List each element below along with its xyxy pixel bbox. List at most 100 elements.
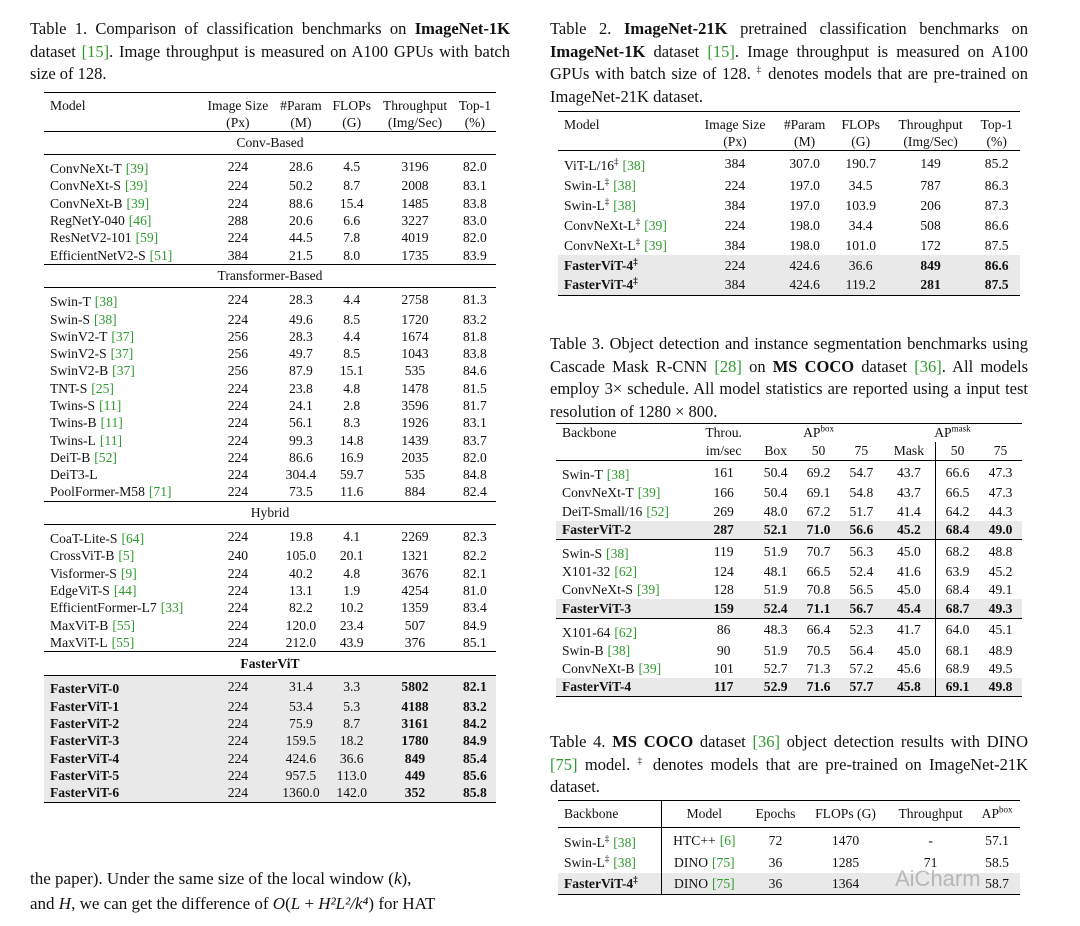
cell: 535 <box>404 467 426 483</box>
cell: 117 <box>693 678 755 698</box>
header-cell: Model <box>558 111 695 133</box>
cell: 18.2 <box>327 732 377 750</box>
header-text: Model <box>50 97 86 113</box>
table-row: CrossViT-B [5] 240 105.0 20.1 1321 82.2 <box>44 548 496 565</box>
superscript: ‡ <box>756 64 763 75</box>
cell: 66.6 <box>935 460 980 485</box>
cell: 71.3 <box>806 661 831 677</box>
cell: 41.7 <box>882 617 936 642</box>
cell: 68.4 <box>935 581 980 600</box>
name: ConvNeXt-T <box>562 485 634 501</box>
citation: [44] <box>113 582 137 598</box>
cell: 224 <box>201 784 275 803</box>
superscript: ‡ <box>604 196 610 207</box>
cell: 70.7 <box>797 538 840 563</box>
header-cell: Throu. <box>693 423 755 442</box>
cell: 49.3 <box>979 599 1022 618</box>
cell: 8.0 <box>343 247 361 263</box>
cell: 4.1 <box>343 528 361 544</box>
header-text: Image Size <box>207 97 269 113</box>
cell: 224 <box>227 398 249 413</box>
cell: 149 <box>887 149 974 176</box>
citation: [38] <box>606 546 629 562</box>
cell: DINO [75] <box>660 873 747 895</box>
citation: [38] <box>613 835 636 851</box>
cell: 50.4 <box>763 485 788 501</box>
text: . Image throughput is measured on A100 G… <box>550 41 1028 84</box>
citation: [38] <box>622 158 646 174</box>
cell: 224 <box>227 582 249 598</box>
cell: CoaT-Lite-S [64] <box>44 525 201 548</box>
caption: Table 2. ImageNet-21K pretrained classif… <box>550 18 1028 108</box>
header-text: Box <box>764 443 788 459</box>
cell: 45.2 <box>988 564 1013 580</box>
citation: [37] <box>112 363 135 379</box>
cell: 81.3 <box>462 291 487 307</box>
caption: Table 3. Object detection and instance s… <box>550 333 1028 423</box>
cell: 224 <box>227 634 249 650</box>
name: ConvNeXt-L <box>564 237 636 253</box>
cell: 206 <box>920 197 941 213</box>
citation: [71] <box>148 484 172 500</box>
name: MaxViT-L <box>50 634 108 650</box>
cell: 68.9 <box>935 659 980 679</box>
cell: 52.4 <box>754 599 798 618</box>
cell: 86.6 <box>973 255 1020 276</box>
header-cell: Throughput <box>376 92 454 114</box>
cell: 20.6 <box>289 213 313 229</box>
header-text: #Param <box>280 97 322 113</box>
table-row: SwinV2-B [37] 256 87.9 15.1 535 84.6 <box>44 363 496 380</box>
cell: 224 <box>227 565 249 581</box>
cell: 535 <box>404 363 426 379</box>
name: ConvNeXt-S <box>50 178 121 194</box>
table-wrap: Backbone Throu. APbox APmask im/sec Box 50 75 Ma… <box>556 423 1022 698</box>
table-row: FasterViT-4 117 52.9 71.6 57.7 45.8 69.1 49.8 <box>556 678 1022 698</box>
cell: 384 <box>227 247 249 263</box>
citation: [39] <box>644 217 667 233</box>
cell: 83.8 <box>462 195 487 211</box>
cell: 507 <box>404 617 426 633</box>
cell: 84.6 <box>462 363 487 379</box>
caption: Table 4. MS COCO dataset [36] object det… <box>550 731 1028 799</box>
name: ConvNeXt-T <box>50 161 122 177</box>
cell: 57.2 <box>849 661 874 677</box>
cell: 87.9 <box>289 363 313 379</box>
cell: 1470 <box>804 827 887 854</box>
cell: 48.0 <box>763 503 788 519</box>
superscript: ‡ <box>604 853 610 864</box>
citation: [38] <box>613 855 636 871</box>
cell: 4.8 <box>343 380 361 396</box>
cell: 68.7 <box>935 599 980 618</box>
citation: [38] <box>607 642 631 658</box>
cell: 7.8 <box>343 230 361 246</box>
cell: X101-32 [62] <box>556 563 693 581</box>
header-cell: (%) <box>973 133 1020 151</box>
cell: 3596 <box>401 398 429 413</box>
cell: 124 <box>713 564 734 580</box>
cell: 68.1 <box>935 641 980 660</box>
cell: 86 <box>693 617 755 642</box>
cell: 287 <box>693 520 755 540</box>
cell: Swin-S [38] <box>556 538 693 563</box>
table-row: Swin-L‡ [38] 224 197.0 34.5 787 86.3 <box>558 176 1020 196</box>
header-cell: FLOPs <box>327 92 377 114</box>
cell: 224 <box>227 432 249 448</box>
header-cell: Top-1 <box>453 92 496 114</box>
cell: 20.1 <box>339 548 364 564</box>
header-text: FLOPs (G) <box>815 806 876 822</box>
text: . Image throughput is measured on A100 G… <box>30 41 510 84</box>
header-text: im/sec <box>705 443 742 459</box>
cell: 45.6 <box>897 661 921 677</box>
cell: 119.2 <box>833 275 888 297</box>
cell: 849 <box>376 749 454 768</box>
cell: 36.6 <box>327 749 377 768</box>
cell: 957.5 <box>274 767 328 785</box>
text: the paper). Under the same size of the l… <box>30 869 394 888</box>
group-label-cell: Conv-Based <box>44 130 496 156</box>
data-table: Backbone Model Epochs FLOPs (G) Throughput AP… <box>558 800 1020 895</box>
data-table: Model Image Size #Param FLOPs Throughput Top-… <box>44 92 496 803</box>
cell: 1926 <box>401 415 429 431</box>
table-row: FasterViT-2 287 52.1 71.0 56.6 45.2 68.4 49.0 <box>556 520 1022 540</box>
table-row: FasterViT-5 224 957.5 113.0 449 85.6 <box>44 767 496 785</box>
cell: 884 <box>404 484 426 500</box>
